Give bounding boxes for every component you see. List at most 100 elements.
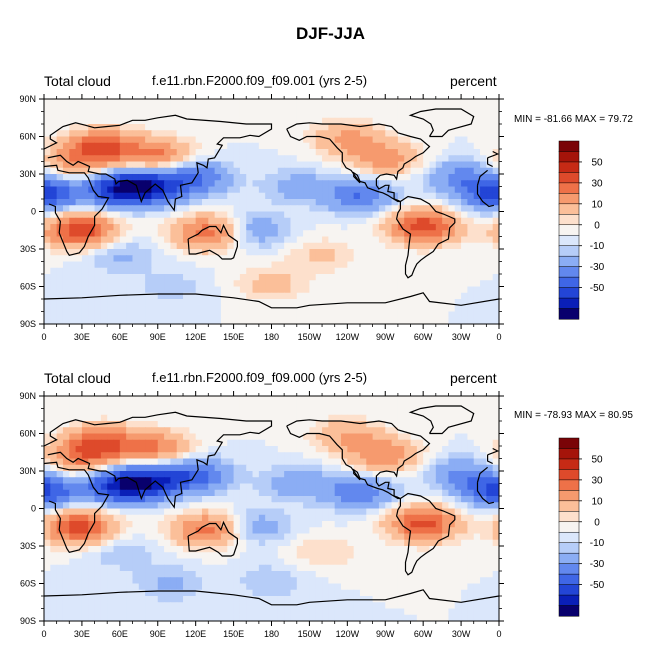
colorbar-label: -50 (590, 283, 605, 294)
x-tick-label: 90E (150, 629, 166, 639)
x-tick-label: 150E (223, 629, 244, 639)
coastline-africa (476, 482, 495, 505)
colorbar-box (558, 287, 580, 299)
colorbar-box (558, 605, 580, 617)
coastline-namerica (286, 122, 431, 203)
colorbar-label: 0 (594, 517, 600, 528)
y-tick-label: 60N (19, 429, 36, 439)
colorbar-box (558, 584, 580, 596)
x-tick-label: 60W (414, 332, 433, 342)
x-tick-label: 60E (112, 332, 128, 342)
colorbar-box (558, 193, 580, 205)
y-tick-label: 60N (19, 132, 36, 142)
panel-1-case-label: f.e11.rbn.F2000.f09_f09.001 (yrs 2-5) (152, 73, 368, 88)
colorbar-box (558, 234, 580, 247)
colorbar: 50 30 10 0 -10 -30 -50 (558, 140, 605, 320)
colorbar-box (558, 276, 580, 289)
x-tick-label: 30E (74, 629, 90, 639)
x-tick-label: 0 (496, 332, 501, 342)
coastline-eurasia (487, 447, 499, 456)
y-tick-label: 90N (19, 94, 36, 104)
colorbar-box (558, 151, 580, 163)
colorbar-box (558, 140, 580, 153)
colorbar-box (558, 182, 580, 194)
colorbar-label: -10 (590, 538, 605, 549)
colorbar-label: -30 (590, 262, 605, 273)
colorbar-label: 30 (591, 178, 603, 189)
colorbar-label: 50 (591, 454, 603, 465)
colorbar-box (558, 203, 580, 215)
coastline-australia (187, 223, 238, 260)
map-panel-2: 0 30E 60E 90E 120E 150E 180 150W 120W 90W 60W 30W 09… (19, 391, 605, 639)
colorbar-label: 10 (591, 496, 603, 507)
y-tick-label: 0 (31, 207, 36, 217)
x-tick-label: 60E (112, 629, 128, 639)
colorbar-box (558, 531, 580, 544)
colorbar-label: -30 (590, 559, 605, 570)
colorbar-box (558, 490, 580, 502)
x-tick-label: 150W (298, 629, 322, 639)
colorbar-box (558, 255, 580, 268)
coastline-africa (476, 169, 488, 186)
colorbar-label: 10 (591, 199, 603, 210)
panel-2-minmax-label: MIN = -78.93 MAX = 80.95 (514, 410, 633, 421)
colorbar-label: 50 (591, 157, 603, 168)
colorbar-box (558, 161, 580, 173)
colorbar-box (558, 573, 580, 586)
x-tick-label: 30W (452, 332, 471, 342)
y-tick-label: 60S (20, 282, 36, 292)
x-tick-label: 90E (150, 332, 166, 342)
colorbar-box (558, 448, 580, 460)
colorbar-box (558, 563, 580, 575)
cloud-difference-field (44, 99, 499, 324)
colorbar-box (558, 594, 580, 607)
y-tick-label: 30S (20, 541, 36, 551)
x-tick-label: 0 (41, 629, 46, 639)
x-tick-label: 90W (376, 332, 395, 342)
x-tick-label: 90W (376, 629, 395, 639)
coastlines (44, 405, 499, 606)
colorbar-label: -10 (590, 241, 605, 252)
y-tick-label: 30S (20, 244, 36, 254)
y-tick-label: 90S (20, 616, 36, 626)
colorbar-box (558, 542, 580, 554)
cloud-difference-field (44, 396, 499, 621)
x-tick-label: 0 (41, 332, 46, 342)
coastline-samerica (395, 195, 456, 279)
x-tick-label: 120W (336, 332, 360, 342)
colorbar-label: -50 (590, 580, 605, 591)
colorbar-box (558, 224, 580, 236)
coastline-eurasia (487, 454, 493, 465)
coastline-africa (44, 461, 110, 553)
panel-2-units-label: percent (450, 370, 497, 386)
x-tick-label: 30W (452, 629, 471, 639)
colorbar: 50 30 10 0 -10 -30 -50 (558, 437, 605, 617)
coastline-africa (476, 466, 488, 483)
x-tick-label: 150W (298, 332, 322, 342)
x-tick-label: 0 (496, 629, 501, 639)
figure-title: DJF-JJA (296, 24, 365, 43)
coastline-antarctica (44, 589, 499, 606)
colorbar-box (558, 266, 580, 278)
panel-1-variable-label: Total cloud (44, 73, 111, 89)
coastline-eurasia (44, 114, 273, 212)
x-tick-label: 120E (185, 332, 206, 342)
colorbar-label: 0 (594, 220, 600, 231)
colorbar-label: 30 (591, 475, 603, 486)
x-tick-label: 150E (223, 332, 244, 342)
colorbar-box (558, 552, 580, 565)
colorbar-box (558, 521, 580, 533)
colorbar-box (558, 500, 580, 512)
coastline-greenland (408, 108, 475, 138)
x-tick-label: 180 (264, 332, 279, 342)
colorbar-box (558, 245, 580, 257)
coastline-africa (44, 164, 110, 256)
coastline-australia (187, 520, 238, 557)
colorbar-box (558, 172, 580, 184)
map-panel-1: 0 30E 60E 90E 120E 150E 180 150W 120W 90W 60W 30W 09… (19, 94, 605, 342)
colorbar-box (558, 458, 580, 470)
coastline-africa (476, 185, 495, 208)
coastline-antarctica (44, 292, 499, 309)
y-tick-label: 30N (19, 466, 36, 476)
